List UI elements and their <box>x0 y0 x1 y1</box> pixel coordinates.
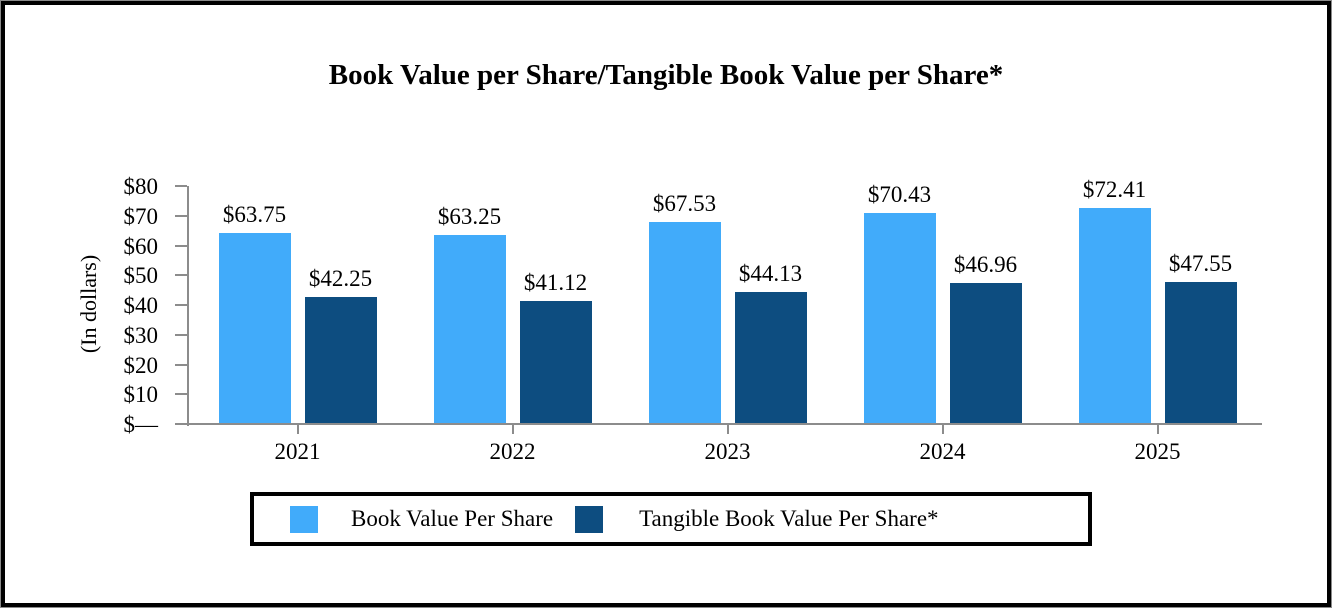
bar-tangible-book-value-2023 <box>734 292 807 423</box>
y-tick-mark <box>175 304 187 306</box>
bar-value-label: $41.12 <box>523 270 588 295</box>
x-tick-label: 2023 <box>704 439 751 464</box>
y-tick-label: $70 <box>123 203 159 229</box>
plot-area: $— $10 $20 $30 $40 $50 $60 $70 $80 $63.75 $42.25 20… <box>124 174 1262 464</box>
legend-item: Book Value Per Share <box>254 505 554 533</box>
x-tick-mark <box>511 425 514 434</box>
bar-value-label: $63.75 <box>222 202 287 227</box>
y-tick-label: $30 <box>123 322 159 348</box>
bar-tangible-book-value-2022 <box>519 301 592 423</box>
bar-tangible-book-value-2025 <box>1164 282 1237 423</box>
y-tick-mark <box>175 214 187 217</box>
bar-book-value-2024 <box>863 213 936 423</box>
bar-value-label: $46.96 <box>953 252 1018 277</box>
y-tick-mark <box>175 333 187 336</box>
bar-value-label: $47.55 <box>1168 251 1233 276</box>
bar-tangible-book-value-2024 <box>949 283 1022 423</box>
bar-value-label: $63.25 <box>437 204 502 229</box>
x-tick-mark <box>726 425 729 434</box>
chart-title: Book Value per Share/Tangible Book Value… <box>328 59 1004 91</box>
y-tick-label: $10 <box>123 382 159 408</box>
legend-item: Tangible Book Value Per Share* <box>553 505 939 533</box>
y-tick-mark <box>175 244 187 247</box>
bar-value-label: $42.25 <box>308 266 373 291</box>
bar-value-label: $72.41 <box>1082 177 1147 202</box>
bar-tangible-book-value-2021 <box>304 297 377 423</box>
legend: Book Value Per Share Tangible Book Value … <box>250 492 1092 546</box>
y-tick-label: $50 <box>123 263 159 289</box>
bar-value-label: $70.43 <box>867 182 932 207</box>
bar-book-value-2022 <box>433 235 506 423</box>
legend-label: Tangible Book Value Per Share* <box>639 506 939 531</box>
y-tick-mark <box>175 274 187 277</box>
y-tick-label: $40 <box>123 293 159 318</box>
x-tick-label: 2022 <box>489 439 536 464</box>
y-tick-label: $60 <box>123 233 159 259</box>
legend-swatch <box>575 505 604 533</box>
legend-swatch <box>290 505 318 533</box>
x-tick-mark <box>941 425 944 434</box>
x-tick-label: 2025 <box>1134 439 1181 464</box>
y-tick-label: $80 <box>123 174 159 199</box>
bar-book-value-2023 <box>648 222 721 423</box>
y-tick-label: $— <box>123 412 159 437</box>
y-tick-mark <box>175 185 187 187</box>
bar-value-label: $44.13 <box>738 261 803 286</box>
bar-book-value-2025 <box>1078 208 1151 423</box>
legend-label: Book Value Per Share <box>351 506 554 531</box>
x-tick-label: 2021 <box>274 439 321 464</box>
x-axis-line <box>175 423 1262 425</box>
x-tick-mark <box>296 425 299 434</box>
bar-value-label: $67.53 <box>652 191 717 216</box>
bar-book-value-2021 <box>218 233 291 423</box>
x-tick-label: 2024 <box>919 439 966 464</box>
y-tick-label: $20 <box>123 352 159 378</box>
y-tick-mark <box>175 423 187 425</box>
y-axis-line <box>187 186 189 426</box>
y-tick-mark <box>175 363 187 366</box>
x-tick-mark <box>1156 425 1159 434</box>
y-tick-mark <box>175 393 187 396</box>
